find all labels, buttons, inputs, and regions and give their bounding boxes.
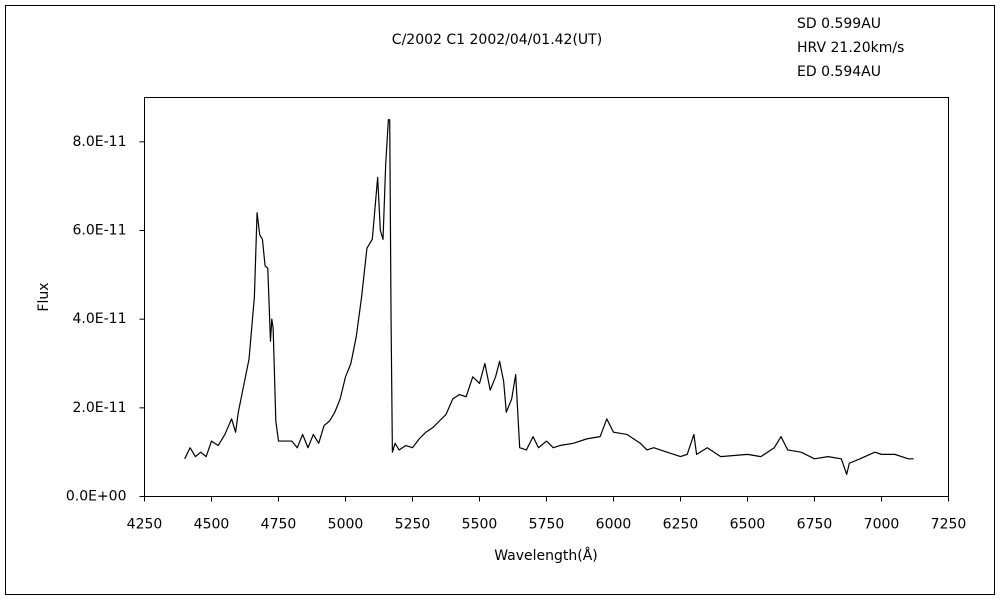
y-axis-label: Flux [36,282,52,311]
y-tick-label: 4.0E-11 [73,311,127,327]
x-tick-label: 6500 [730,517,766,533]
annotation: HRV 21.20km/s [797,40,904,56]
x-tick-label: 5500 [462,517,498,533]
x-tick-label: 4750 [261,517,297,533]
x-tick-label: 5250 [395,517,431,533]
chart-title: C/2002 C1 2002/04/01.42(UT) [392,32,602,48]
annotation: SD 0.599AU [797,16,881,32]
y-tick-label: 6.0E-11 [73,223,127,239]
x-tick-label: 7000 [864,517,900,533]
x-tick-label: 6000 [596,517,632,533]
x-tick-label: 5000 [328,517,364,533]
x-tick-label: 4250 [127,517,163,533]
chart-frame [5,5,995,595]
x-tick-label: 6750 [797,517,833,533]
annotation: ED 0.594AU [797,64,881,80]
x-tick-label: 6250 [663,517,699,533]
y-tick-label: 8.0E-11 [73,134,127,150]
spectrum-line [184,119,914,475]
x-axis-label: Wavelength(Å) [494,547,598,564]
x-tick-label: 4500 [194,517,230,533]
y-tick-label: 2.0E-11 [73,400,127,416]
x-tick-label: 5750 [529,517,565,533]
y-tick-label: 0.0E+00 [66,489,127,505]
x-tick-label: 7250 [931,517,967,533]
